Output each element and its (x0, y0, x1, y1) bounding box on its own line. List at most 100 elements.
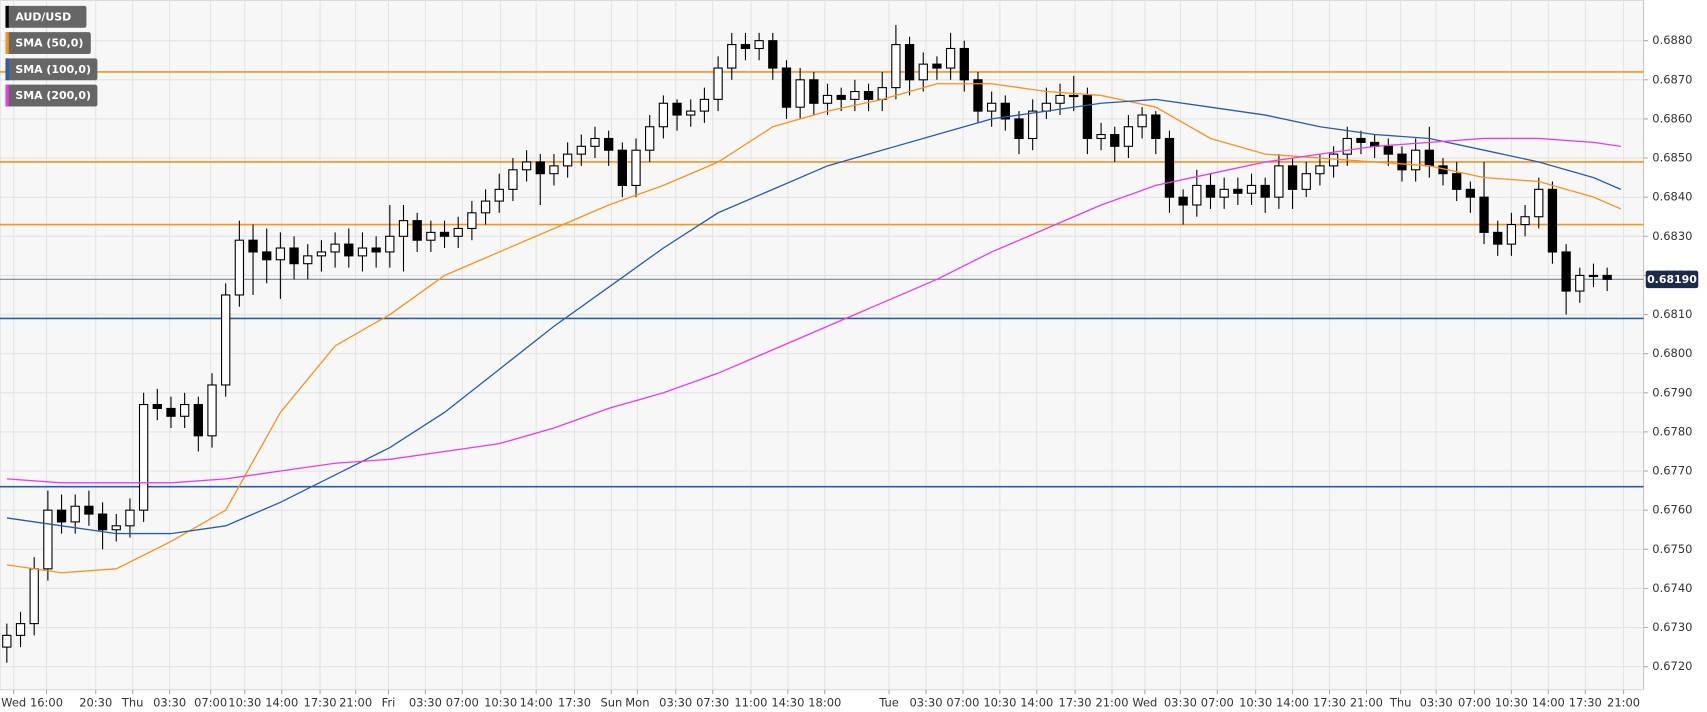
y-tick-label: 0.6750 (1652, 542, 1692, 556)
candle-body (84, 505, 94, 515)
x-tick-label: 03:30 (409, 695, 442, 709)
candle-body (645, 126, 655, 151)
candle-body (768, 40, 778, 69)
candle-body (686, 110, 696, 116)
candle-body (344, 243, 354, 257)
candle-body (1192, 184, 1202, 206)
candle-body (1588, 274, 1599, 278)
candle-body (316, 251, 327, 257)
candle-body (1014, 118, 1024, 140)
legend-box[interactable] (5, 5, 87, 28)
candle-body (863, 90, 874, 100)
candle-body (1397, 153, 1407, 171)
x-tick-label: 17:30 (558, 695, 591, 709)
candle-body (836, 94, 846, 100)
x-tick-label: Fri (382, 695, 396, 709)
y-tick-label: 0.6850 (1652, 151, 1692, 165)
x-tick-label: Tue (878, 695, 899, 709)
candle-body (248, 239, 258, 253)
legend-label: SMA (100,0) (15, 63, 91, 76)
candle-body (877, 87, 887, 100)
y-tick-label: 0.6810 (1652, 307, 1692, 321)
candle-body (1000, 102, 1010, 120)
x-tick-label: 03:30 (909, 695, 942, 709)
candle-body (275, 247, 286, 261)
candle-body (672, 102, 682, 116)
candle-body (494, 188, 504, 202)
x-tick-label: 17:30 (1569, 695, 1602, 709)
candle-body (1602, 274, 1612, 280)
candle-body (29, 568, 39, 625)
x-tick-label: 14:00 (1532, 695, 1565, 709)
last-price-box (1645, 270, 1699, 289)
legend-item[interactable]: SMA (50,0) (5, 32, 91, 54)
candle-body (289, 247, 299, 265)
candle-body (549, 165, 559, 175)
x-tick-label: 03:30 (659, 695, 692, 709)
x-tick-label: 20:30 (79, 695, 112, 709)
candle-body (1287, 165, 1298, 190)
legend-item[interactable]: SMA (100,0) (5, 58, 98, 81)
candle-body (111, 525, 121, 531)
legend-box[interactable] (5, 58, 98, 81)
x-tick-label: 07:30 (696, 695, 729, 709)
x-tick-label: 14:00 (1276, 695, 1309, 709)
candle-body (1260, 184, 1270, 198)
candle-body (1082, 94, 1093, 140)
candle-body (795, 79, 805, 108)
legend-box[interactable] (5, 84, 98, 107)
y-tick-label: 0.6730 (1652, 620, 1692, 634)
candle-body (70, 505, 80, 523)
legend-swatch (5, 84, 9, 107)
candle-body (2, 634, 12, 648)
candle-body (1575, 274, 1585, 292)
candle-body (138, 403, 149, 511)
candle-body (658, 102, 669, 128)
x-tick-label: 03:30 (153, 695, 186, 709)
legend-label: SMA (50,0) (15, 37, 83, 50)
legend-label: AUD/USD (15, 10, 71, 23)
x-tick-label: Wed (1, 695, 26, 709)
x-tick-label: Sun (600, 695, 622, 709)
candle-body (1411, 149, 1421, 171)
x-tick-label: 21:00 (339, 695, 372, 709)
candle-body (234, 239, 245, 296)
x-tick-label: 07:00 (194, 695, 227, 709)
legend-item[interactable]: SMA (200,0) (5, 84, 98, 107)
x-tick-label: 10:30 (983, 695, 1016, 709)
x-tick-label: 03:30 (1164, 695, 1197, 709)
candle-body (166, 407, 176, 417)
candle-body (932, 63, 942, 69)
y-tick-label: 0.6760 (1652, 503, 1692, 517)
candle-body (918, 63, 928, 81)
legend-swatch (5, 5, 9, 28)
x-tick-label: 10:30 (484, 695, 517, 709)
x-tick-label: 16:00 (30, 695, 63, 709)
x-tick-label: 21:00 (1607, 695, 1640, 709)
candle-body (125, 509, 135, 527)
candle-body (604, 137, 614, 151)
legend-item[interactable]: AUD/USD (5, 5, 87, 28)
candle-body (1041, 102, 1052, 112)
candle-body (1137, 114, 1147, 128)
legend-swatch (5, 32, 9, 54)
candle-body (1452, 173, 1462, 190)
candle-body (822, 94, 833, 104)
y-tick-label: 0.6830 (1652, 229, 1692, 243)
candle-body (1123, 126, 1134, 147)
legend-label: SMA (200,0) (15, 89, 91, 102)
x-tick-label: 21:00 (1095, 695, 1128, 709)
plot-area (0, 0, 1645, 691)
candle-body (467, 212, 477, 230)
sma-line (6, 98, 1622, 535)
candle-body (986, 102, 997, 112)
candle-body (1274, 165, 1284, 198)
x-tick-label: Thu (1389, 695, 1412, 709)
candle-body (973, 79, 983, 112)
x-tick-label: 14:00 (520, 695, 553, 709)
legend-box[interactable] (5, 32, 91, 54)
candle-body (1151, 114, 1161, 140)
candle-body (1547, 188, 1558, 253)
x-tick-label: 21:00 (1350, 695, 1383, 709)
x-tick-label: 17:30 (304, 695, 337, 709)
